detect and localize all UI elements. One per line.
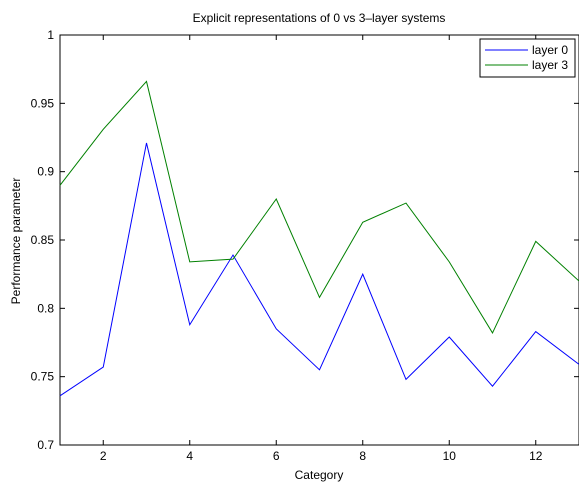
legend-box xyxy=(479,38,576,78)
y-tick-label: 0.95 xyxy=(31,96,55,110)
y-tick-label: 0.9 xyxy=(37,165,54,179)
y-tick-label: 1 xyxy=(47,28,54,42)
x-tick-label: 2 xyxy=(100,449,107,463)
x-tick-label: 10 xyxy=(443,449,457,463)
x-tick-label: 6 xyxy=(273,449,280,463)
y-axis-label: Performance parameter xyxy=(9,178,23,305)
chart-title: Explicit representations of 0 vs 3–layer… xyxy=(193,11,446,25)
legend-label: layer 3 xyxy=(532,58,568,72)
plot-area xyxy=(59,34,579,446)
y-tick-label: 0.7 xyxy=(37,438,54,452)
series-line-layer-3 xyxy=(59,80,579,334)
legend-label: layer 0 xyxy=(532,43,568,57)
series-group xyxy=(59,80,579,397)
y-tick-label: 0.85 xyxy=(31,233,55,247)
axis-ticks: 2 4 6 8 10 12 0.7 0.75 0.8 0.85 0.9 0.95 1 xyxy=(31,28,579,463)
y-tick-label: 0.75 xyxy=(31,370,55,384)
x-tick-label: 12 xyxy=(529,449,543,463)
x-tick-label: 4 xyxy=(186,449,193,463)
y-tick-label: 0.8 xyxy=(37,301,54,315)
series-line-layer-0 xyxy=(59,142,579,397)
x-tick-label: 8 xyxy=(359,449,366,463)
x-axis-label: Category xyxy=(295,468,344,482)
